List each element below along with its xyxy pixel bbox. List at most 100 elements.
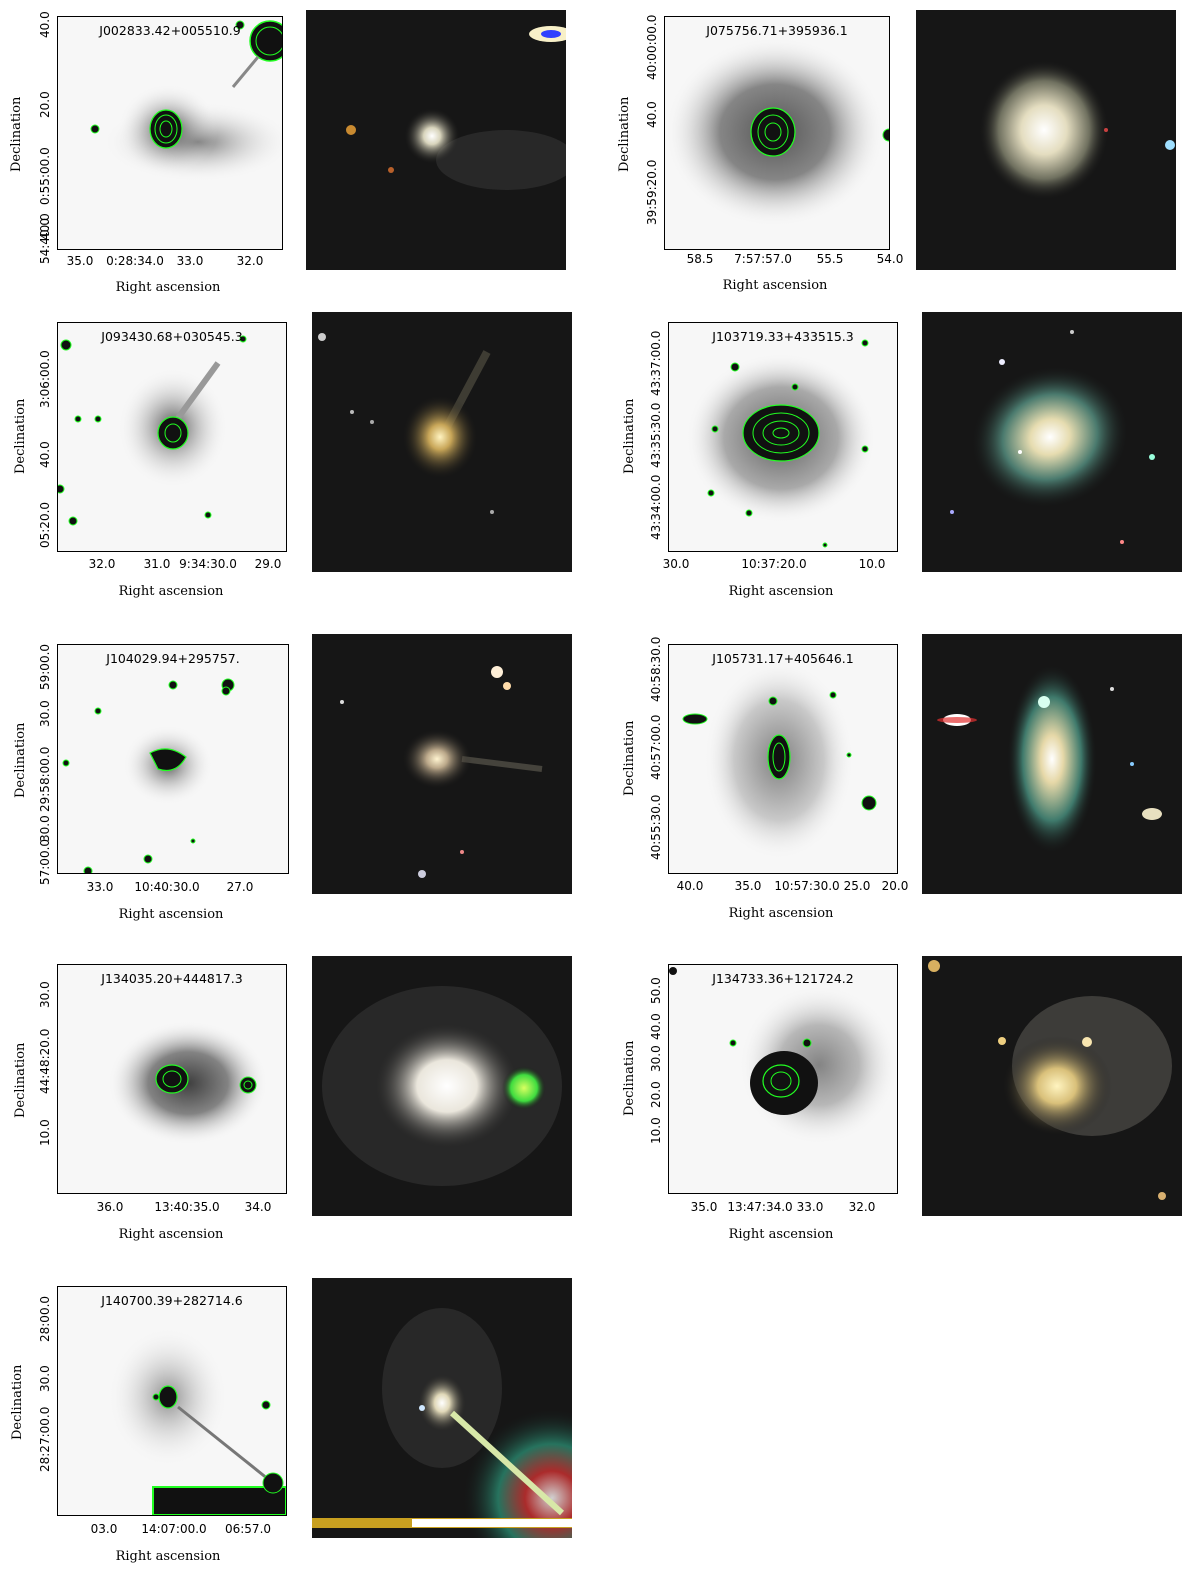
x-tick: 29.0	[254, 557, 282, 571]
color-image-3	[312, 312, 572, 572]
x-tick: 0:28:34.0	[106, 254, 164, 268]
x-axis-label: Right ascension	[728, 906, 834, 921]
x-axis-label: Right ascension	[115, 1549, 221, 1564]
y-axis-label: Declination	[13, 398, 28, 474]
y-tick: 28:27:00.0	[38, 1406, 52, 1472]
contour-plot-1: J002833.42+005510.9	[57, 16, 283, 250]
color-image-8	[922, 956, 1182, 1216]
color-image-6	[922, 634, 1182, 894]
x-tick: 32.0	[848, 1200, 876, 1214]
x-axis-label: Right ascension	[728, 1227, 834, 1242]
x-tick: 58.5	[686, 252, 714, 266]
y-tick: 40.0	[645, 101, 659, 128]
y-tick: 43:34:00.0	[649, 474, 663, 540]
y-tick: 57:00.0	[38, 838, 52, 885]
y-tick: 54:40.0	[38, 217, 52, 264]
x-axis-label: Right ascension	[118, 907, 224, 922]
x-tick: 33.0	[796, 1200, 824, 1214]
y-axis-label: Declination	[13, 722, 28, 798]
x-tick: 7:57:57.0	[734, 252, 792, 266]
y-tick: 30.0	[38, 700, 52, 727]
y-axis-label: Declination	[617, 96, 632, 172]
y-tick: 43:35:30.0	[649, 402, 663, 468]
y-tick: 40:00:00.0	[645, 14, 659, 80]
panel-title: J002833.42+005510.9	[99, 23, 241, 38]
x-tick: 27.0	[226, 880, 254, 894]
x-tick: 20.0	[881, 879, 909, 893]
y-tick: 30.0	[38, 1365, 52, 1392]
x-tick: 10:40:30.0	[134, 880, 200, 894]
y-tick: 40.0	[38, 441, 52, 468]
y-tick: 30.0	[649, 1045, 663, 1072]
color-image-7	[312, 956, 572, 1216]
x-tick: 14:07:00.0	[141, 1522, 207, 1536]
x-tick: 13:40:35.0	[154, 1200, 220, 1214]
y-tick: 40.0	[649, 1013, 663, 1040]
x-tick: 31.0	[143, 557, 171, 571]
y-tick: 39:59:20.0	[645, 159, 659, 225]
x-axis-label: Right ascension	[118, 1227, 224, 1242]
color-image-4	[922, 312, 1182, 572]
x-axis-label: Right ascension	[722, 278, 828, 293]
color-image-2	[916, 10, 1176, 270]
x-tick: 34.0	[244, 1200, 272, 1214]
x-tick: 35.0	[690, 1200, 718, 1214]
x-tick: 35.0	[66, 254, 94, 268]
x-tick: 10:57:30.0	[774, 879, 840, 893]
panel-title: J134035.20+444817.3	[101, 971, 243, 986]
x-tick: 9:34:30.0	[179, 557, 237, 571]
panel-title: J140700.39+282714.6	[101, 1293, 243, 1308]
y-axis-label: Declination	[9, 96, 24, 172]
y-tick: 20.0	[649, 1081, 663, 1108]
y-tick: 40:55:30.0	[649, 794, 663, 860]
contour-plot-4: J103719.33+433515.3	[668, 322, 898, 552]
y-tick: 40.0	[38, 11, 52, 38]
x-tick: 55.5	[816, 252, 844, 266]
x-tick: 30.0	[662, 557, 690, 571]
contour-plot-5: J104029.94+295757.	[57, 644, 289, 874]
y-tick: 20.0	[38, 91, 52, 118]
x-axis-label: Right ascension	[118, 584, 224, 599]
y-axis-label: Declination	[13, 1042, 28, 1118]
y-tick: 40:57:00.0	[649, 714, 663, 780]
x-tick: 36.0	[96, 1200, 124, 1214]
y-tick: 29:58:00.0	[38, 746, 52, 812]
panel-title: J104029.94+295757.	[106, 651, 240, 666]
y-tick: 43:37:00.0	[649, 330, 663, 396]
y-tick: 3:06:00.0	[38, 350, 52, 408]
y-axis-label: Declination	[622, 1040, 637, 1116]
contour-plot-7: J134035.20+444817.3	[57, 964, 287, 1194]
y-tick: 40:58:30.0	[649, 636, 663, 702]
panel-title: J105731.17+405646.1	[712, 651, 854, 666]
x-axis-label: Right ascension	[115, 280, 221, 295]
x-tick: 40.0	[676, 879, 704, 893]
y-tick: 50.0	[649, 977, 663, 1004]
y-axis-label: Declination	[10, 1364, 25, 1440]
panel-title: J103719.33+433515.3	[712, 329, 854, 344]
x-tick: 54.0	[876, 252, 904, 266]
x-tick: 25.0	[843, 879, 871, 893]
x-tick: 03.0	[90, 1522, 118, 1536]
x-tick: 32.0	[236, 254, 264, 268]
x-tick: 32.0	[88, 557, 116, 571]
y-axis-label: Declination	[622, 720, 637, 796]
y-tick: 10.0	[38, 1119, 52, 1146]
color-image-9	[312, 1278, 572, 1538]
y-tick: 59:00.0	[38, 643, 52, 690]
y-tick: 28:00.0	[38, 1295, 52, 1342]
panel-title: J075756.71+395936.1	[706, 23, 848, 38]
y-tick: 05:20.0	[38, 501, 52, 548]
x-axis-label: Right ascension	[728, 584, 834, 599]
panel-title: J093430.68+030545.3	[101, 329, 243, 344]
y-tick: 0:55:00.0	[38, 147, 52, 205]
y-tick: 10.0	[649, 1117, 663, 1144]
color-image-5	[312, 634, 572, 894]
contour-plot-3: J093430.68+030545.3	[57, 322, 287, 552]
x-tick: 10:37:20.0	[741, 557, 807, 571]
x-tick: 33.0	[176, 254, 204, 268]
x-tick: 06:57.0	[224, 1522, 272, 1536]
contour-plot-9: J140700.39+282714.6	[57, 1286, 287, 1516]
x-tick: 33.0	[86, 880, 114, 894]
contour-plot-2: J075756.71+395936.1	[664, 16, 890, 250]
x-tick: 13:47:34.0	[727, 1200, 793, 1214]
